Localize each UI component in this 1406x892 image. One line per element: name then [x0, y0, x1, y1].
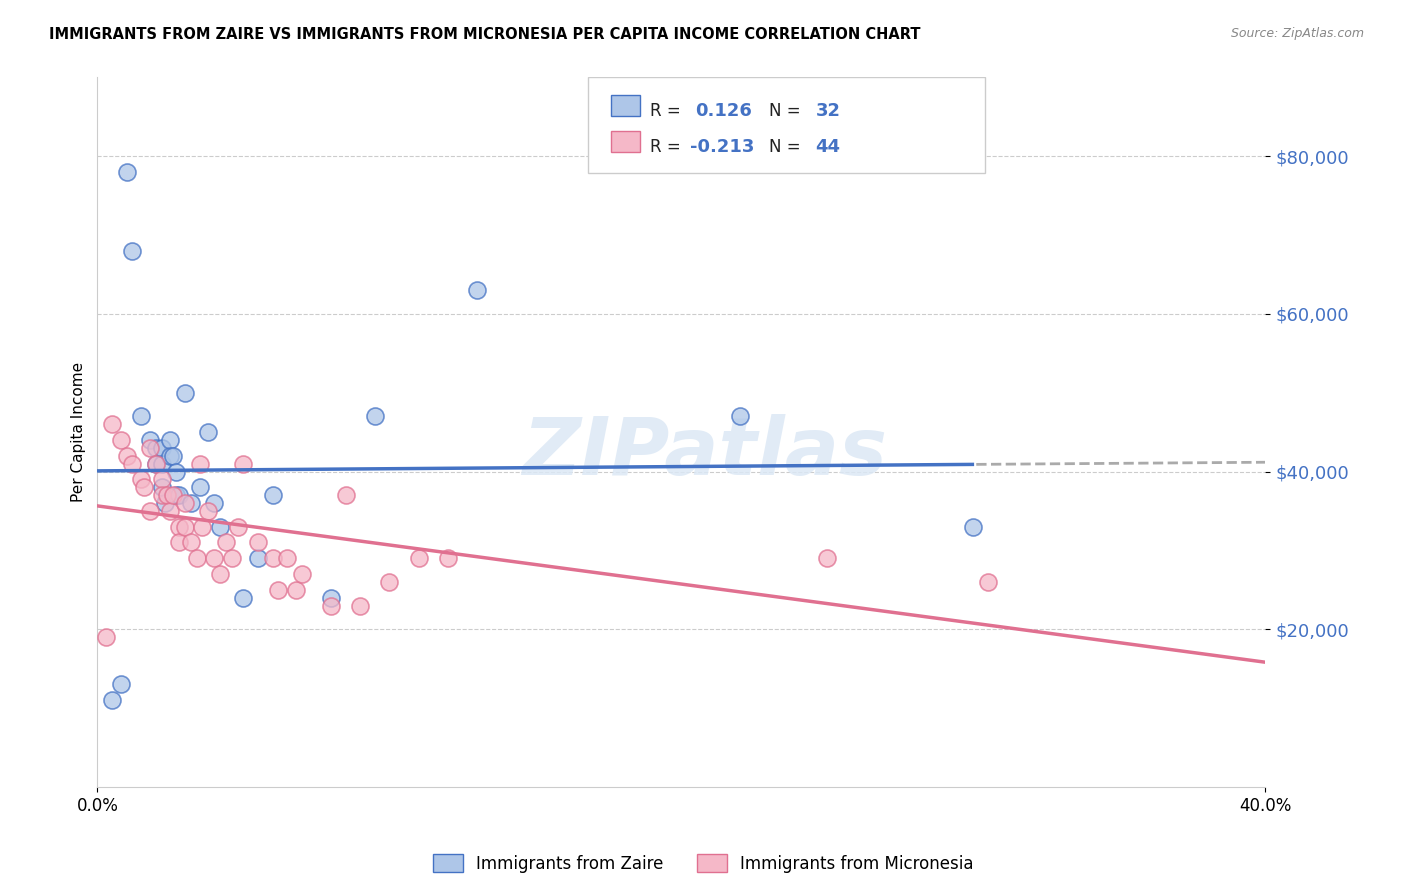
- Point: [150, 457, 173, 471]
- Point: [232, 457, 254, 471]
- Point: [101, 417, 124, 432]
- Text: -0.213: -0.213: [689, 137, 754, 156]
- Point: [188, 457, 211, 471]
- Point: [262, 488, 284, 502]
- Point: [977, 574, 1000, 589]
- Point: [226, 519, 249, 533]
- Point: [246, 551, 269, 566]
- Point: [319, 591, 342, 605]
- Text: 32: 32: [815, 103, 841, 120]
- Point: [180, 535, 202, 549]
- Point: [156, 488, 179, 502]
- Point: [180, 496, 202, 510]
- Point: [436, 551, 458, 566]
- Point: [335, 488, 357, 502]
- Point: [364, 409, 387, 424]
- Point: [167, 535, 190, 549]
- Text: N =: N =: [769, 137, 806, 156]
- Point: [267, 582, 290, 597]
- Point: [815, 551, 838, 566]
- Point: [276, 551, 298, 566]
- Text: 44: 44: [815, 137, 841, 156]
- Text: 0.126: 0.126: [696, 103, 752, 120]
- Text: IMMIGRANTS FROM ZAIRE VS IMMIGRANTS FROM MICRONESIA PER CAPITA INCOME CORRELATIO: IMMIGRANTS FROM ZAIRE VS IMMIGRANTS FROM…: [49, 27, 921, 42]
- Text: N =: N =: [769, 103, 806, 120]
- Point: [186, 551, 208, 566]
- Point: [162, 449, 184, 463]
- Point: [408, 551, 430, 566]
- Point: [728, 409, 751, 424]
- Point: [132, 480, 155, 494]
- Point: [202, 551, 225, 566]
- Point: [167, 488, 190, 502]
- Point: [94, 630, 117, 644]
- Point: [129, 472, 152, 486]
- FancyBboxPatch shape: [612, 130, 641, 152]
- Point: [115, 165, 138, 179]
- Point: [139, 433, 162, 447]
- Point: [139, 441, 162, 455]
- Point: [115, 449, 138, 463]
- Point: [165, 465, 187, 479]
- Point: [159, 449, 181, 463]
- Point: [349, 599, 371, 613]
- Point: [208, 519, 231, 533]
- Text: R =: R =: [650, 103, 686, 120]
- Point: [159, 504, 181, 518]
- Point: [465, 283, 488, 297]
- Y-axis label: Per Capita Income: Per Capita Income: [72, 362, 86, 502]
- Point: [167, 519, 190, 533]
- Point: [232, 591, 254, 605]
- Point: [129, 409, 152, 424]
- Point: [121, 457, 143, 471]
- Point: [221, 551, 243, 566]
- Point: [174, 385, 197, 400]
- Point: [197, 504, 219, 518]
- Point: [145, 457, 167, 471]
- Point: [319, 599, 342, 613]
- Point: [174, 519, 197, 533]
- Point: [150, 488, 173, 502]
- Point: [121, 244, 143, 258]
- Point: [110, 677, 132, 691]
- Point: [101, 693, 124, 707]
- Point: [162, 488, 184, 502]
- Point: [262, 551, 284, 566]
- Point: [208, 567, 231, 582]
- Point: [139, 504, 162, 518]
- Point: [246, 535, 269, 549]
- Point: [150, 480, 173, 494]
- Point: [215, 535, 238, 549]
- Point: [110, 433, 132, 447]
- Point: [174, 496, 197, 510]
- Point: [191, 519, 214, 533]
- Point: [159, 433, 181, 447]
- Point: [145, 441, 167, 455]
- Text: Source: ZipAtlas.com: Source: ZipAtlas.com: [1230, 27, 1364, 40]
- Point: [962, 519, 984, 533]
- FancyBboxPatch shape: [612, 95, 641, 117]
- Point: [150, 472, 173, 486]
- Point: [284, 582, 307, 597]
- Point: [188, 480, 211, 494]
- Point: [165, 488, 187, 502]
- FancyBboxPatch shape: [588, 78, 986, 173]
- Text: ZIPatlas: ZIPatlas: [522, 415, 887, 492]
- Point: [291, 567, 314, 582]
- Point: [202, 496, 225, 510]
- Point: [145, 457, 167, 471]
- Text: R =: R =: [650, 137, 686, 156]
- Point: [197, 425, 219, 439]
- Point: [378, 574, 401, 589]
- Point: [153, 496, 176, 510]
- Legend: Immigrants from Zaire, Immigrants from Micronesia: Immigrants from Zaire, Immigrants from M…: [426, 847, 980, 880]
- Point: [150, 441, 173, 455]
